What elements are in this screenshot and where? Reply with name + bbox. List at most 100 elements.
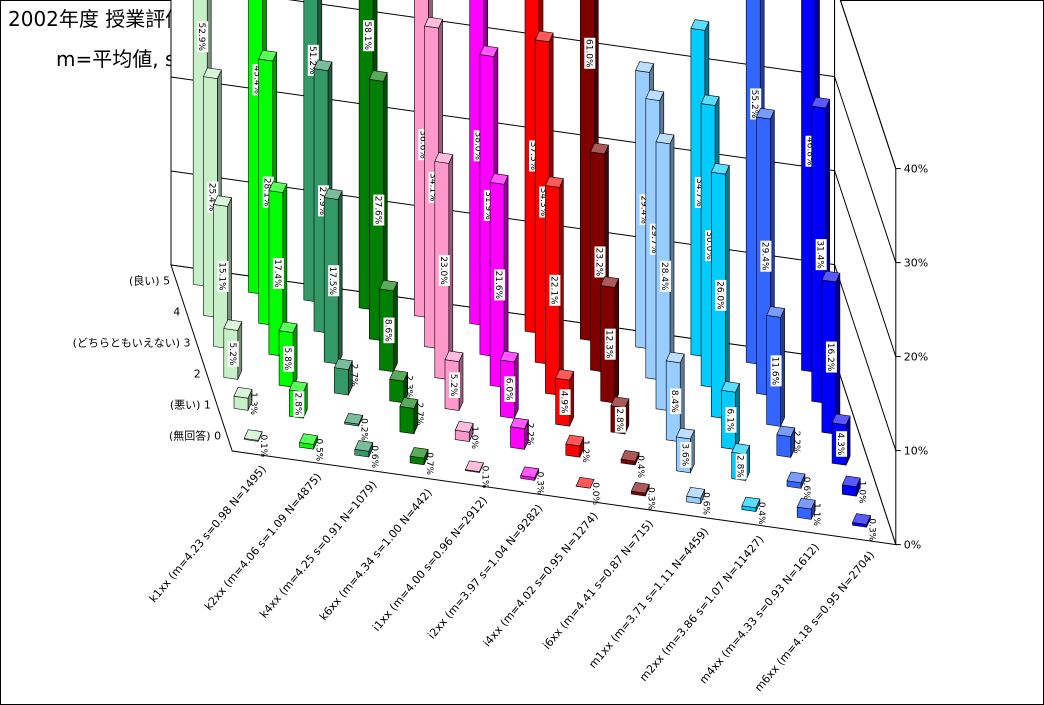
data-label-text: 5.2% — [448, 374, 458, 397]
data-label: 6.0% — [503, 376, 516, 402]
data-label-text: 27.9% — [317, 187, 327, 216]
bar: 5.2% — [444, 350, 464, 411]
bar: 2.7% — [399, 397, 424, 435]
bar: 17.5% — [323, 188, 343, 365]
data-label: 3.6% — [679, 442, 692, 468]
gridline — [834, 264, 897, 451]
bar-top — [368, 70, 388, 82]
group-label: k2xx (m=4.06 s=1.09 N=4875) — [202, 471, 324, 613]
group-label-text: k4xx (m=4.25 s=0.91 N=1079) — [257, 478, 379, 620]
data-label: 0.1% — [479, 466, 489, 489]
bar-top — [710, 163, 730, 175]
bar: 8.6% — [379, 279, 398, 373]
data-label: 15.1% — [217, 260, 229, 292]
data-label-text: 27.6% — [372, 196, 382, 225]
data-label-text: 8.6% — [383, 319, 393, 342]
data-label-text: 1.2% — [580, 440, 590, 463]
bar: 2.3% — [389, 370, 414, 404]
bar-top — [243, 429, 263, 441]
bar-top — [721, 381, 740, 393]
bar-top — [379, 279, 398, 292]
group-label: m6xx (m=4.18 s=0.95 N=2704) — [752, 549, 877, 695]
bar: 21.6% — [489, 173, 509, 388]
rating-label: (どちらともいえない) 3 — [73, 337, 191, 350]
bar: 1.1% — [796, 497, 821, 526]
bar-top — [620, 450, 640, 462]
bar: 2.2% — [776, 425, 801, 458]
data-label-text: 29.7% — [649, 225, 659, 254]
data-label-text: 31.4% — [815, 240, 825, 269]
data-label: 1.3% — [248, 392, 258, 415]
bar-top — [786, 471, 806, 484]
bar-top — [811, 96, 831, 109]
group-label: i1xx (m=4.00 s=0.96 N=2912) — [370, 494, 490, 634]
data-label-text: 25.4% — [206, 183, 216, 212]
bar-top — [424, 16, 444, 29]
bar: 0.5% — [299, 433, 324, 462]
group-label-text: k2xx (m=4.06 s=1.09 N=4875) — [202, 471, 324, 613]
data-label-text: 0.1% — [258, 434, 268, 457]
bar: 15.1% — [213, 195, 233, 349]
data-label-text: 0.2% — [359, 418, 369, 441]
data-label-text: 38.0% — [473, 131, 483, 160]
bar: 0.1% — [464, 460, 489, 489]
bar: 0.3% — [630, 482, 655, 510]
bar-top — [223, 319, 243, 331]
bar-top — [333, 358, 353, 370]
bar: 1.0% — [454, 421, 479, 450]
bar-top — [233, 387, 253, 399]
data-label: 17.5% — [327, 265, 340, 297]
group-label: k6xx (m=4.34 s=1.00 N=442) — [317, 486, 435, 623]
data-label: 8.4% — [669, 388, 682, 415]
data-label: 5.2% — [227, 341, 239, 367]
group-label-text: m1xx (m=3.71 s=1.11 N=4459) — [586, 525, 711, 671]
bar: 26.0% — [710, 163, 730, 419]
data-label-text: 16.2% — [825, 343, 835, 372]
bar-top — [821, 270, 841, 283]
bar-top — [268, 181, 288, 193]
data-label-text: 45.4% — [252, 66, 262, 95]
data-label-text: 55.2% — [749, 90, 759, 119]
bar-top — [575, 477, 595, 489]
group-label-text: k6xx (m=4.34 s=1.00 N=442) — [317, 486, 435, 623]
bar-top — [645, 89, 665, 101]
bar-top — [741, 496, 761, 509]
bar-top — [766, 306, 786, 318]
data-label: 22.1% — [548, 274, 561, 306]
data-label: 5.8% — [282, 346, 295, 372]
bar: 3.6% — [675, 427, 695, 474]
z-tick-label: 30% — [904, 257, 928, 270]
data-label-text: 0.3% — [867, 518, 877, 541]
data-label: 0.3% — [867, 518, 877, 541]
bar-top — [534, 30, 554, 43]
data-label-text: 0.6% — [801, 477, 811, 500]
data-label-text: 37.5% — [528, 142, 538, 171]
rating-label: (悪い) 1 — [170, 399, 211, 412]
data-label-text: 2.2% — [525, 423, 535, 446]
data-label-text: 5.8% — [282, 347, 292, 370]
bar: 22.1% — [544, 176, 564, 396]
data-label: 0.6% — [701, 492, 711, 515]
bar-top — [544, 176, 564, 188]
bar: 6.0% — [499, 350, 519, 419]
data-label-text: 52.9% — [196, 22, 206, 51]
data-label: 0.0% — [590, 482, 600, 505]
bar: 2.2% — [510, 417, 535, 450]
data-label: 26.0% — [714, 279, 727, 311]
data-label: 2.7% — [414, 402, 424, 425]
bar-top — [565, 434, 585, 447]
bar-top — [655, 132, 675, 145]
data-label: 8.6% — [383, 317, 395, 344]
bar: 4.9% — [555, 369, 575, 427]
data-label-text: 26.0% — [714, 281, 724, 310]
data-label-text: 31.9% — [483, 191, 493, 220]
data-label-text: 2.2% — [791, 431, 801, 454]
bar: 16.2% — [821, 270, 841, 435]
bar-top — [344, 412, 364, 425]
z-tick-label: 0% — [904, 539, 921, 552]
rating-label: (無回答) 0 — [169, 429, 221, 443]
bar: 0.3% — [520, 466, 545, 495]
data-label-text: 2.8% — [735, 455, 745, 478]
group-label-text: k1xx (m=4.23 s=0.98 N=1495) — [147, 463, 269, 605]
bar: 5.2% — [223, 319, 243, 380]
